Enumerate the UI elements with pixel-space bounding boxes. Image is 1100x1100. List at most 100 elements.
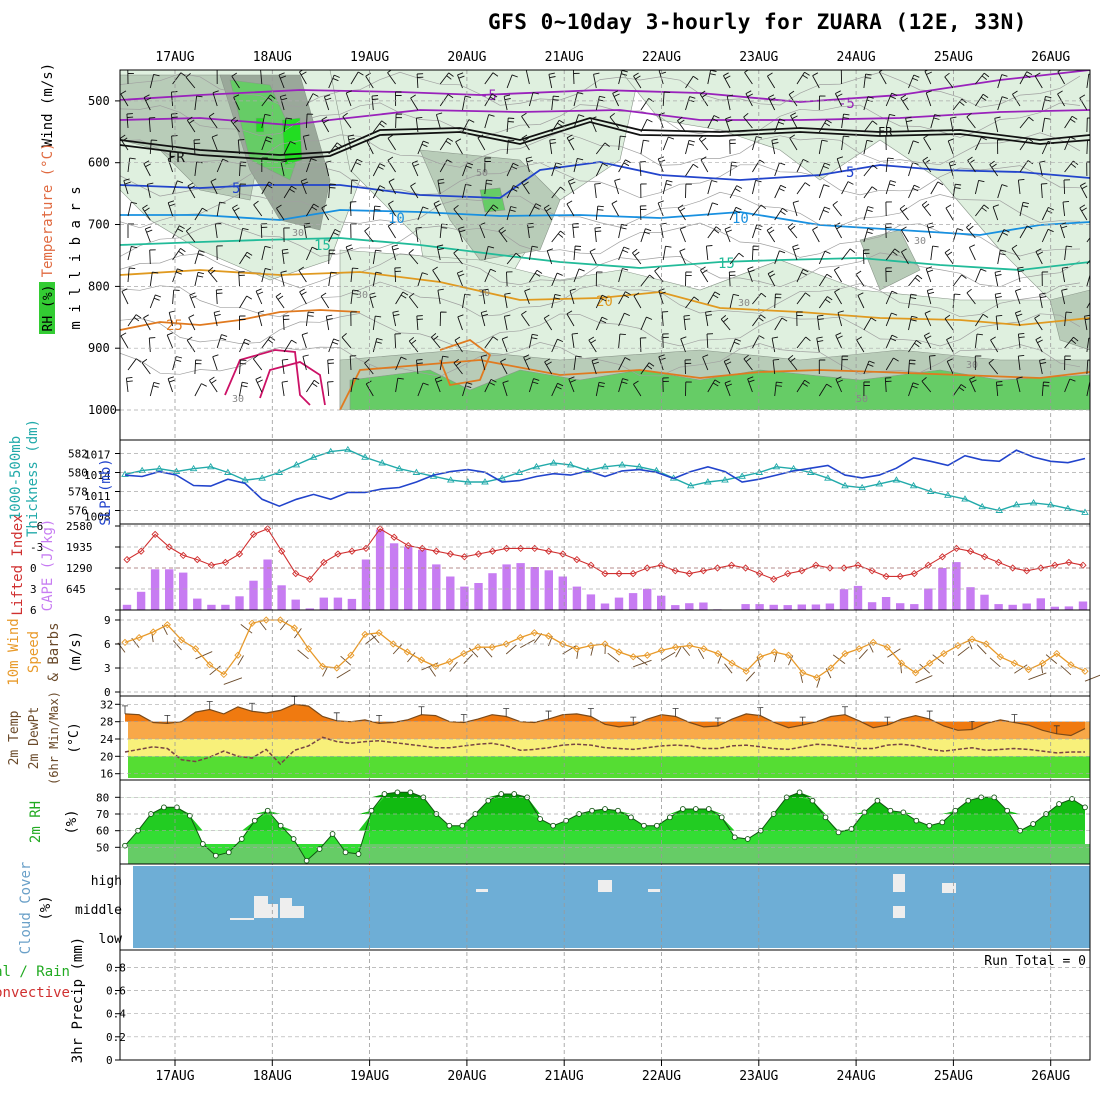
wind-barb [462,183,472,199]
wind-barb [640,316,653,331]
panel-frames [115,69,1091,1066]
wind-barb [521,112,530,129]
wind-barb [885,334,898,349]
wind-barb [1086,381,1090,397]
wind-barb [771,138,779,155]
wind-barb [1014,288,1022,305]
wind-barb [261,113,271,129]
wind-barb [566,134,575,151]
cape-bar [1036,598,1045,610]
wind-barb [944,248,954,265]
wind-barb [462,382,473,397]
wind-barb [230,116,240,133]
rh2m-line-point [537,816,543,822]
wind-barb [705,245,713,261]
cape-bar [446,576,455,610]
rh2m-line-point [692,806,699,812]
wind-barb [506,117,515,133]
wind-barb [1041,271,1049,287]
wind10m-barb [240,624,253,634]
wind-barb [216,70,224,85]
wind-barb [283,339,297,353]
wind-barb [591,358,599,375]
cape-bar [389,543,399,610]
cloud-block-0 [254,896,268,918]
wind-barb [707,115,720,129]
wind-barb [210,178,218,195]
lower-panels [117,445,1100,948]
wind-barb [503,94,511,111]
wind-barb [685,75,699,89]
wind-barb [239,295,253,309]
wind-barb [436,244,444,261]
rh-contour-label: 50 [476,168,488,179]
wind-barb [788,90,798,107]
page-title: GFS 0~10day 3-hourly for ZUARA (12E, 33N… [488,10,1027,34]
wind-barb [167,156,174,173]
wind10m-speed-line-point [431,662,440,671]
wind-barb [1035,336,1043,353]
wind-barb [430,333,441,349]
wind-barb [457,72,465,89]
wind-barb [458,226,466,243]
wind-barb [149,139,158,155]
thickness-line-point [909,481,918,489]
wind-barb [524,288,531,305]
wind10m-barb [661,651,676,661]
wind10m-speed-line-point [883,643,891,651]
isotherm-label: 15 [718,256,735,272]
wind-barb [968,244,976,261]
wind-barb [372,185,386,199]
rh-legend-swatch [39,282,55,334]
wind-barb [885,157,894,173]
wind-barb [990,336,999,353]
wind-barb [302,354,309,371]
thickness-line-point [224,468,232,475]
wind-barb [143,160,151,177]
rh-contour-0 [120,71,1081,108]
wind-barb [792,244,800,261]
date-label-top: 23AUG [739,50,778,65]
cape-bar [586,594,596,610]
cape-tick-label: 1290 [66,562,93,575]
wind-barb [1040,183,1048,199]
wind-barb [1034,72,1043,89]
temp2m-tick-label: 24 [100,733,114,746]
wind-barb [345,244,354,261]
isotherm-5 [120,161,1090,199]
wind-barb [1019,116,1034,129]
wind10m-barb [223,677,243,685]
temp2m-maxbar [333,712,340,721]
lifted-index-line-point [460,553,469,561]
wind-barb [279,94,288,111]
cape-bar [277,585,286,610]
isotherm-label: FR [168,150,185,166]
wind-barb [439,355,449,371]
wind-barb [997,249,1007,265]
cape-bar [488,573,497,610]
wind-barb [683,314,691,331]
wind-barb [408,292,419,309]
wind10m-speed-line-point [911,669,920,677]
temp2m-line [124,703,1086,737]
wind-barb [573,91,584,107]
wind10m-barb [364,635,377,645]
li-tick-label: -3 [30,541,43,554]
li-ylabel: Lifted Index [10,514,26,615]
wind10m-barb [989,657,1001,668]
wind-barb [528,333,539,349]
wind-barb [774,118,786,133]
wind-barb [233,94,240,111]
wind10m-speed-line-point [799,669,807,677]
wind-barb [1041,117,1051,133]
wind10m-speed-line-point [742,667,750,675]
lifted-index-line-point [123,555,131,564]
wind-barb [657,156,666,173]
wind-barb [952,274,967,287]
cape-bar [263,559,272,610]
thickness-line-point [549,459,558,466]
isotherm-15 [120,237,1090,271]
cape-bar [179,572,188,610]
wind-barb [213,310,221,327]
